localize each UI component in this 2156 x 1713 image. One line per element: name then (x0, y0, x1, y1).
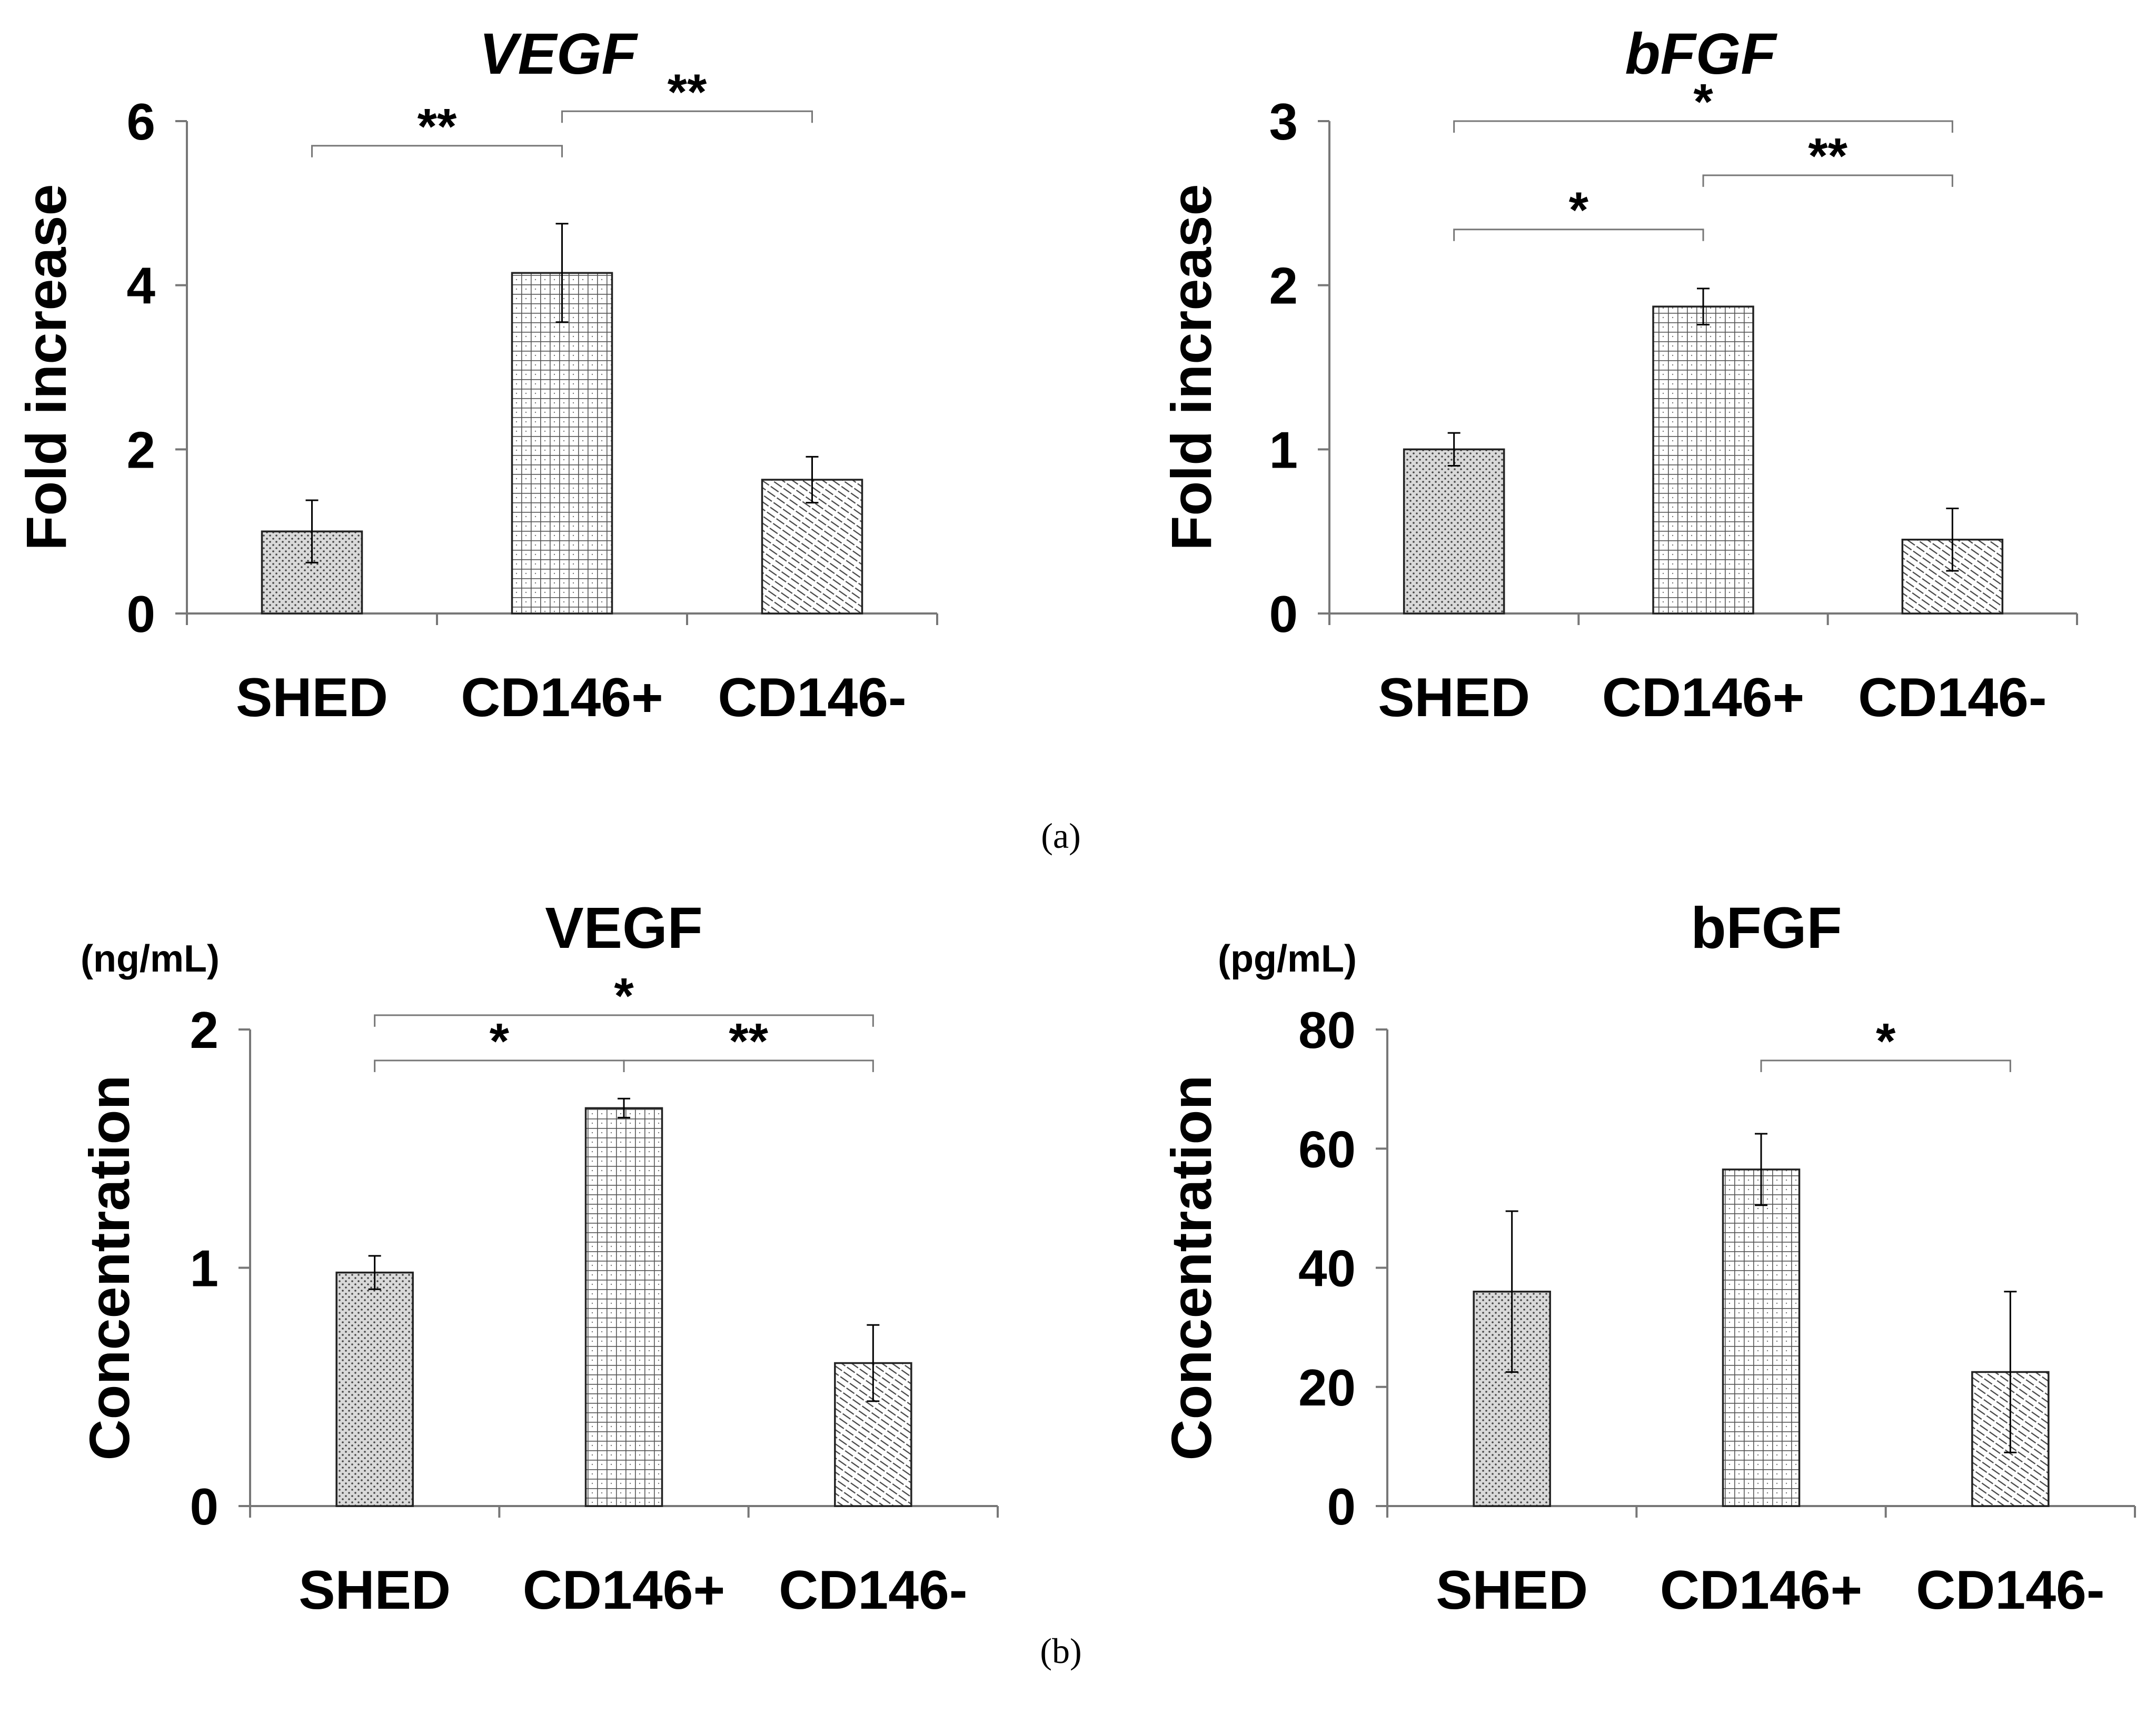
chart-title: bFGF (1625, 22, 1777, 86)
y-axis-label: Concentration (77, 1075, 141, 1460)
y-tick-label: 80 (1298, 1001, 1356, 1059)
significance-label: ** (668, 64, 707, 120)
category-label: SHED (299, 1560, 451, 1621)
category-label: CD146- (1916, 1560, 2104, 1621)
y-tick-label: 1 (190, 1240, 218, 1298)
significance-bracket (1702, 174, 1953, 187)
y-tick-label: 40 (1298, 1240, 1356, 1298)
y-tick-label: 60 (1298, 1120, 1356, 1178)
bar-cd146- (584, 1107, 663, 1507)
significance-bracket (1760, 1060, 2011, 1072)
category-label: CD146+ (1602, 667, 1804, 728)
y-tick-label: 0 (1327, 1478, 1356, 1536)
unit-label: (ng/mL) (81, 938, 220, 980)
significance-label: * (490, 1013, 510, 1070)
bar-cd146- (1652, 305, 1754, 615)
significance-label: * (614, 968, 634, 1024)
significance-label: * (1693, 74, 1713, 130)
significance-label: * (1569, 182, 1589, 239)
significance-label: ** (729, 1013, 768, 1070)
significance-bracket (623, 1060, 874, 1072)
y-tick-label: 4 (126, 257, 155, 315)
significance-bracket (1453, 229, 1704, 241)
category-label: SHED (1378, 667, 1530, 728)
significance-label: * (1876, 1013, 1896, 1070)
significance-label: ** (1808, 128, 1847, 184)
panel-label-b: (b) (1040, 1631, 1081, 1671)
bar-shed (1403, 448, 1505, 615)
y-tick-label: 1 (1269, 421, 1298, 479)
significance-bracket (561, 110, 813, 123)
y-tick-label: 2 (190, 1001, 218, 1059)
chart-title: VEGF (545, 896, 703, 961)
significance-bracket (1453, 120, 1953, 133)
y-tick-label: 3 (1269, 93, 1298, 151)
significance-label: ** (418, 98, 457, 155)
bar-cd146- (511, 272, 613, 615)
category-label: SHED (236, 667, 388, 728)
chart-b-vegf-concentration: VEGF (ng/mL) Concentration 0 1 2 SHED CD146+ CD1… (77, 896, 999, 1621)
y-tick-label: 0 (126, 585, 155, 643)
unit-label: (pg/mL) (1218, 938, 1357, 980)
y-tick-label: 2 (1269, 257, 1298, 315)
y-tick-label: 0 (1269, 585, 1298, 643)
y-axis-label: Fold increase (1159, 184, 1223, 550)
category-label: CD146- (718, 667, 906, 728)
significance-bracket (374, 1014, 874, 1027)
y-tick-label: 2 (126, 421, 155, 479)
chart-a-vegf-fold: VEGF Fold increase 0 2 4 6 SHED CD146+ CD146- ** *… (14, 22, 938, 728)
bar-shed (335, 1271, 414, 1507)
y-tick-label: 20 (1298, 1359, 1356, 1417)
category-label: CD146- (779, 1560, 967, 1621)
significance-bracket (311, 145, 563, 157)
y-tick-label: 0 (190, 1478, 218, 1536)
chart-title: VEGF (479, 22, 638, 86)
category-label: CD146+ (523, 1560, 725, 1621)
category-label: SHED (1436, 1560, 1588, 1621)
category-label: CD146- (1858, 667, 2046, 728)
panel-label-a: (a) (1041, 816, 1080, 856)
category-label: CD146+ (1660, 1560, 1862, 1621)
y-axis-label: Concentration (1159, 1075, 1223, 1460)
y-tick-label: 6 (126, 93, 155, 151)
category-label: CD146+ (461, 667, 663, 728)
bar-cd146- (1722, 1169, 1801, 1507)
chart-b-bfgf-concentration: bFGF (pg/mL) Concentration 0 20 40 60 80 SHED CD1… (1159, 896, 2136, 1621)
chart-title: bFGF (1691, 896, 1842, 961)
y-axis-label: Fold increase (14, 184, 78, 550)
